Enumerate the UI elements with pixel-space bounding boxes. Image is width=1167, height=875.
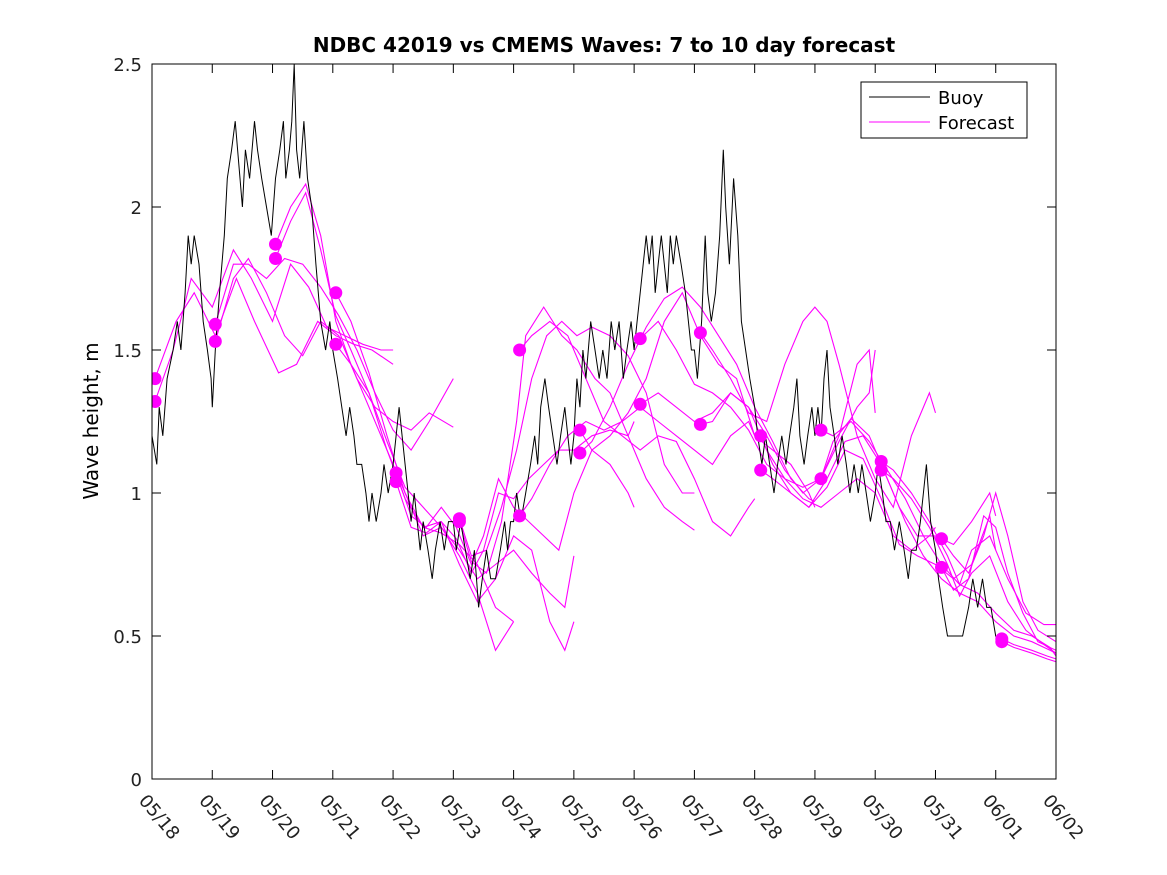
forecast-start-marker-16 [573,446,587,460]
forecast-line-9 [395,449,635,566]
forecast-line-4 [214,257,454,431]
y-axis-label: Wave height, m [79,342,103,499]
forecast-line-28 [941,514,1056,651]
forecast-start-marker-22 [754,463,768,477]
forecast-start-marker-18 [633,397,647,411]
forecast-line-29 [1001,638,1056,660]
legend: Buoy Forecast [860,81,1028,139]
y-tick-label-4: 2 [131,198,142,219]
forecast-line-26 [880,469,1056,654]
legend-buoy-label: Buoy [938,88,984,109]
forecast-line-23 [820,417,1056,654]
forecast-start-marker-17 [633,332,647,346]
forecast-line-30 [1001,641,1056,663]
forecast-line-3 [214,257,454,452]
forecast-line-17 [639,320,876,488]
y-tick-label-5: 2.5 [113,55,142,76]
forecast-start-marker-15 [573,423,587,437]
forecast-start-marker-26 [874,463,888,477]
plot-frame [151,63,1057,780]
forecast-start-marker-21 [754,429,768,443]
x-tick-label-6: 05/24 [496,791,545,844]
forecast-start-marker-20 [693,417,707,431]
y-tick-label-0: 0 [131,770,142,791]
forecast-start-marker-28 [935,560,948,574]
x-tick-label-4: 05/22 [375,791,424,844]
forecast-line-2 [154,277,394,379]
axes-layer: 00.511.522.505/18 05/19 05/20 05/21 05/22 05/… [113,55,1087,844]
forecast-start-marker-30 [995,635,1009,649]
x-tick-label-0: 05/18 [134,791,183,844]
x-tick-label-10: 05/28 [737,791,786,844]
legend-box [860,81,1028,139]
forecast-start-marker-27 [935,532,948,546]
forecast-start-marker-24 [814,472,828,486]
y-tick-label-3: 1.5 [113,341,142,362]
forecast-start-marker-1 [152,372,162,386]
forecast-start-marker-6 [269,252,282,265]
x-tick-label-1: 05/19 [194,791,243,844]
forecast-line-5 [274,182,514,623]
y-tick-label-2: 1 [131,484,142,505]
forecast-line-25 [880,461,1056,626]
forecast-start-marker-7 [329,286,343,300]
forecast-start-marker-19 [693,326,707,340]
forecast-line-12 [458,306,695,575]
x-tick-label-13: 05/31 [918,791,967,844]
forecast-start-marker-10 [389,475,403,489]
data-layer [152,64,1056,663]
forecast-start-marker-4 [208,334,222,348]
x-tick-label-11: 05/29 [797,791,846,844]
forecast-start-marker-12 [452,515,466,529]
forecast-start-marker-2 [152,395,162,408]
forecast-line-10 [395,421,635,575]
forecast-start-marker-3 [208,317,222,331]
x-tick-label-2: 05/20 [255,791,304,844]
forecast-line-6 [274,191,515,652]
forecast-line-27 [941,490,1056,643]
x-tick-label-8: 05/26 [616,791,665,844]
forecast-start-marker-13 [513,343,527,357]
buoy-line [152,64,1000,642]
forecast-line-20 [700,392,936,551]
x-tick-label-15: 06/02 [1038,791,1087,844]
forecast-line-21 [760,435,997,546]
forecast-start-marker-14 [513,509,527,523]
x-tick-label-14: 06/01 [978,791,1027,844]
forecast-line-16 [579,286,816,503]
forecast-line-13 [519,320,756,537]
forecast-start-marker-8 [329,337,343,351]
x-tick-label-12: 05/30 [857,791,906,844]
chart-title: NDBC 42019 vs CMEMS Waves: 7 to 10 day f… [313,33,896,57]
x-tick-label-3: 05/21 [315,791,364,844]
forecast-start-marker-5 [269,237,282,251]
x-tick-label-9: 05/27 [677,791,726,844]
forecast-line-8 [335,343,575,652]
forecast-start-marker-23 [814,423,828,437]
x-tick-label-7: 05/25 [556,791,605,844]
x-tick-label-5: 05/23 [435,791,484,844]
y-tick-label-1: 0.5 [113,627,142,648]
forecast-line-1 [154,248,394,402]
forecast-line-11 [458,320,695,557]
forecast-line-14 [519,406,756,517]
forecast-line-7 [335,292,575,609]
forecast-line-19 [699,306,937,509]
legend-forecast-label: Forecast [938,113,1014,134]
